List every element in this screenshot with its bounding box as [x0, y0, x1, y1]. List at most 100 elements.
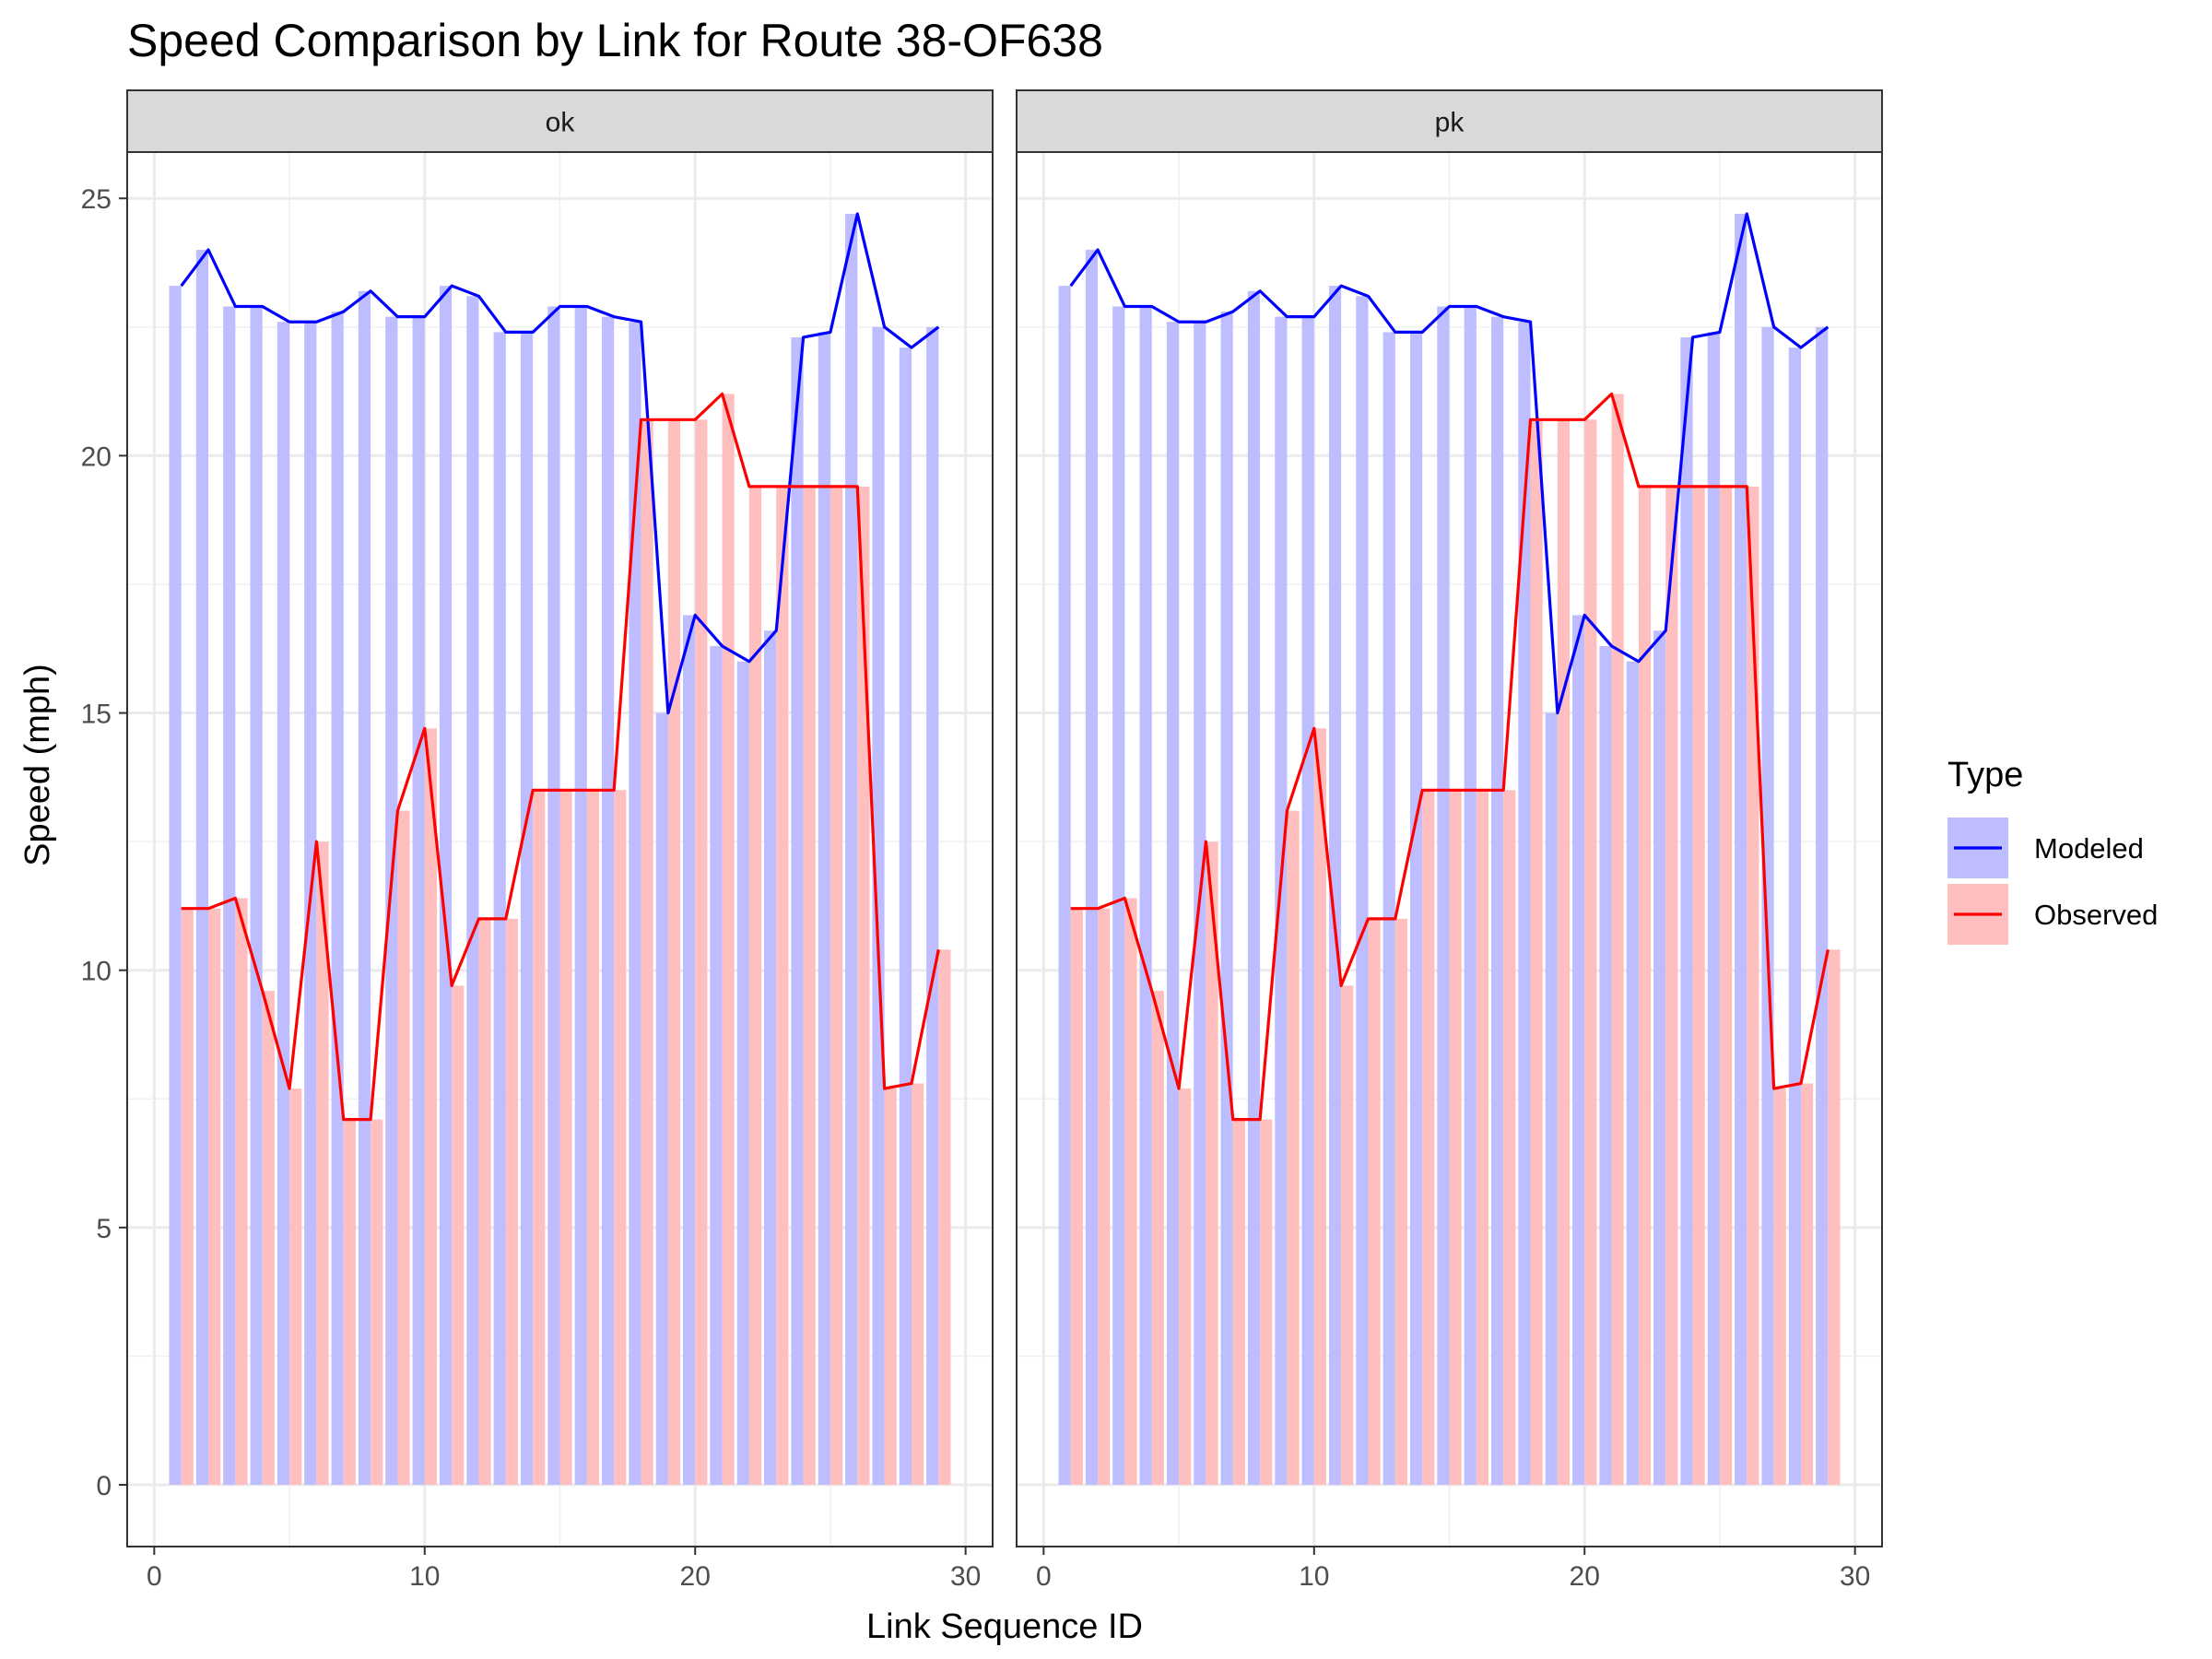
bar-observed-link-12	[478, 918, 491, 1486]
bar-observed-link-18	[641, 419, 653, 1486]
bar-observed-link-8	[371, 1119, 383, 1486]
bar-modeled-link-27	[1761, 326, 1774, 1486]
line-modeled	[180, 212, 940, 715]
x-tick-label: 20	[1570, 1561, 1600, 1592]
bar-modeled-link-16	[1464, 306, 1477, 1486]
bar-observed-link-27	[884, 1088, 897, 1486]
bar-observed-link-23	[776, 486, 789, 1486]
bar-observed-link-21	[722, 394, 735, 1486]
bar-modeled-link-17	[601, 316, 615, 1486]
bar-modeled-link-7	[1220, 312, 1233, 1486]
bar-modeled-link-5	[1166, 322, 1180, 1486]
bar-modeled-link-22	[1626, 661, 1639, 1486]
bar-observed-link-11	[1341, 985, 1354, 1486]
x-tick-label: 0	[147, 1561, 162, 1592]
panel-ok: ok 0 10 20 30 0 5 10 15 20 25	[81, 89, 994, 1592]
bar-modeled-link-18	[629, 322, 641, 1486]
bar-observed-link-28	[911, 1083, 924, 1486]
bar-modeled-link-3	[223, 306, 236, 1486]
bar-modeled-link-15	[1437, 306, 1450, 1486]
bar-observed-link-23	[1665, 486, 1678, 1486]
bar-modeled-link-9	[385, 316, 398, 1486]
bar-observed-link-13	[505, 918, 519, 1486]
line-observed	[181, 392, 940, 1122]
x-tick-label: 30	[950, 1561, 981, 1592]
bar-observed-link-28	[1800, 1083, 1814, 1486]
x-tick-label: 20	[680, 1561, 711, 1592]
bar-modeled-link-20	[683, 615, 696, 1486]
bar-observed-link-9	[1287, 810, 1300, 1486]
bar-observed-link-19	[667, 419, 681, 1486]
bar-modeled-link-22	[736, 661, 749, 1486]
bar-modeled-link-25	[1707, 332, 1720, 1486]
bar-modeled-link-4	[250, 306, 263, 1486]
bar-observed-link-9	[397, 810, 410, 1486]
panel-border	[1016, 151, 1883, 1547]
x-tick-label: 10	[1299, 1561, 1329, 1592]
bar-observed-link-4	[262, 991, 275, 1486]
legend: Type Modeled Observed	[1947, 756, 2158, 945]
bar-modeled-link-18	[1518, 322, 1531, 1486]
bar-modeled-link-13	[1382, 332, 1395, 1486]
y-tick-label: 25	[81, 184, 112, 215]
x-axis-title: Link Sequence ID	[866, 1607, 1143, 1646]
bar-observed-link-1	[1070, 908, 1083, 1486]
bar-modeled-link-8	[1247, 290, 1261, 1486]
bar-modeled-link-26	[845, 213, 858, 1486]
bar-modeled-link-2	[195, 250, 209, 1486]
bar-observed-link-7	[343, 1119, 356, 1486]
x-tick-label: 10	[409, 1561, 440, 1592]
bar-observed-link-22	[748, 486, 762, 1486]
bar-observed-link-13	[1394, 918, 1408, 1486]
y-tick-label: 15	[81, 700, 112, 730]
bar-modeled-link-7	[331, 312, 344, 1486]
bar-observed-link-26	[1747, 486, 1759, 1486]
bar-modeled-link-11	[439, 286, 453, 1486]
bar-observed-link-15	[1449, 790, 1462, 1486]
facet-strip-label: ok	[546, 108, 576, 138]
bar-observed-link-8	[1260, 1119, 1273, 1486]
x-tick-label: 30	[1840, 1561, 1870, 1592]
bar-observed-link-25	[1719, 486, 1733, 1486]
bar-observed-link-11	[452, 985, 465, 1486]
bar-modeled-link-19	[655, 712, 668, 1486]
bar-modeled-link-12	[1356, 296, 1369, 1486]
bar-observed-link-3	[235, 898, 248, 1486]
bar-modeled-link-29	[1816, 326, 1829, 1486]
bar-modeled-link-14	[1409, 332, 1423, 1486]
bar-observed-link-7	[1232, 1119, 1245, 1486]
bar-observed-link-17	[614, 790, 627, 1486]
bar-observed-link-29	[938, 949, 951, 1486]
bar-modeled-link-26	[1735, 213, 1747, 1486]
line-modeled	[1069, 212, 1830, 715]
bar-observed-link-14	[533, 790, 546, 1486]
bar-modeled-link-24	[791, 336, 804, 1486]
bar-observed-link-21	[1611, 394, 1624, 1486]
bar-observed-link-3	[1124, 898, 1137, 1486]
bar-modeled-link-8	[358, 290, 371, 1486]
legend-label-modeled: Modeled	[2034, 832, 2144, 865]
bar-modeled-link-2	[1085, 250, 1099, 1486]
bar-modeled-link-1	[1058, 286, 1071, 1486]
bar-observed-link-12	[1368, 918, 1381, 1486]
bar-observed-link-6	[316, 841, 329, 1486]
bar-observed-link-20	[695, 419, 708, 1486]
y-tick-label: 10	[81, 957, 112, 987]
facet-strip-label: pk	[1435, 108, 1465, 138]
bar-modeled-link-10	[412, 316, 425, 1486]
bar-observed-link-14	[1422, 790, 1435, 1486]
bar-modeled-link-28	[899, 347, 912, 1486]
bar-modeled-link-20	[1572, 615, 1585, 1486]
bar-modeled-link-25	[818, 332, 830, 1486]
bar-modeled-link-17	[1490, 316, 1504, 1486]
bar-observed-link-17	[1503, 790, 1516, 1486]
y-tick-label: 0	[96, 1471, 112, 1501]
chart-title: Speed Comparison by Link for Route 38-OF…	[127, 15, 1103, 66]
bar-observed-link-19	[1557, 419, 1571, 1486]
bar-observed-link-5	[289, 1088, 302, 1486]
bar-observed-link-18	[1530, 419, 1543, 1486]
bar-observed-link-25	[830, 486, 843, 1486]
bar-modeled-link-13	[493, 332, 506, 1486]
bar-observed-link-4	[1151, 991, 1164, 1486]
